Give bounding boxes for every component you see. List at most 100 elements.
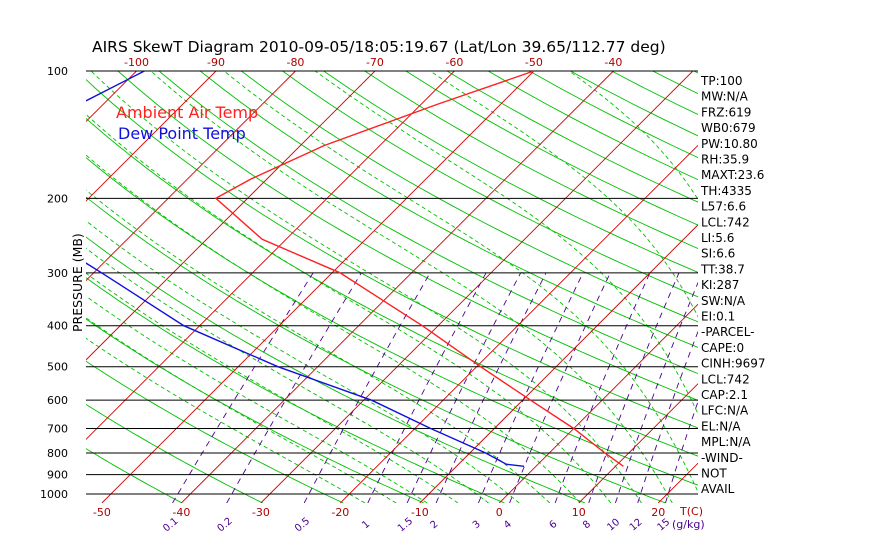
moist-adiabat-line [86,154,581,503]
dry-adiabat-line [323,71,698,273]
mixing-ratio-line [172,272,314,503]
pressure-tick-label: 200 [47,192,68,205]
y-axis-label: PRESSURE (MB) [70,233,85,332]
x-axis-label: T(C) [679,505,703,518]
moist-adiabat-line [86,295,428,503]
stat-item: AVAIL [701,482,735,496]
stat-item: LCL:742 [701,215,750,229]
air-temp-line [214,71,624,467]
pressure-tick-label: 100 [47,65,68,78]
mixing-ratio-tick-label: 4 [502,519,514,532]
dry-adiabat-line [86,117,698,457]
stat-item: MW:N/A [701,90,749,104]
mixing-ratio-line [303,272,431,503]
isotherm-line [101,71,535,503]
stat-item: RH:35.9 [701,153,749,167]
pressure-tick-label: 900 [47,469,68,482]
moist-adiabat-line [86,317,397,503]
bottom-temp-tick-label: -40 [172,506,190,519]
pressure-tick-label: 1000 [40,488,68,501]
mixing-ratio-line [406,272,522,503]
top-temp-tick-label: -100 [124,56,149,69]
dry-adiabat-line [86,236,586,503]
mixing-ratio-tick-label: 2 [429,519,441,532]
stat-item: TP:100 [700,74,743,88]
moist-adiabat-line [90,71,642,503]
isotherm-line [498,303,698,503]
moist-adiabat-line [150,71,673,503]
stat-item: NOT [701,467,727,481]
stat-item: TH:4335 [700,184,752,198]
chart-title: AIRS SkewT Diagram 2010-09-05/18:05:19.6… [92,38,666,56]
isotherm-line [86,71,455,441]
dry-adiabat-line [86,196,666,503]
bottom-temp-tick-label: 20 [651,506,665,519]
dry-adiabat-line [158,71,698,375]
dry-adiabat-line [86,277,505,503]
moist-adiabat-line [86,247,489,503]
bottom-temp-tick-label: -20 [331,506,349,519]
pressure-tick-label: 500 [47,361,68,374]
mixing-ratio-line [509,272,611,503]
isotherm-line [181,71,614,503]
legend-air-temp: Ambient Air Temp [116,103,258,122]
mixing-ratio-line [588,272,680,503]
stat-item: CINH:9697 [701,357,766,371]
stat-item: -PARCEL- [701,325,755,339]
stat-item: CAP:2.1 [701,388,748,402]
dry-adiabat-line [241,71,698,323]
bottom-temp-tick-label: -50 [93,506,111,519]
top-temp-tick-label: -80 [286,56,304,69]
stat-item: CAPE:0 [701,341,744,355]
stat-item: LCL:742 [701,372,750,386]
dry-adiabat-line [199,71,698,348]
isotherm-line [578,383,698,503]
dry-adiabat-line [86,360,344,503]
profile-lines [86,71,624,467]
moist-adiabat-line [86,189,551,503]
stat-item: PW:10.80 [701,137,758,151]
stat-item: SW:N/A [701,294,746,308]
isotherm-line [419,224,698,503]
dry-adiabat-line [364,71,698,250]
pressure-tick-label: 600 [47,394,68,407]
mixing-ratio-line [637,330,698,503]
mixing-ratio-line [367,272,487,503]
top-temp-tick-label: -40 [604,56,622,69]
moist-adiabat-line [429,71,698,318]
bottom-temp-tick-label: 0 [496,506,503,519]
moist-adiabat-line [314,71,698,415]
dry-adiabat-line [86,318,424,503]
mixing-ratio-tick-label: 8 [581,519,593,532]
pressure-tick-label: 800 [47,447,68,460]
pressure-tick-labels: 100 200 300 400 500 600 700 800 900 1000 [40,65,68,501]
isobar-lines [86,70,698,495]
stat-item: EL:N/A [701,419,741,433]
moist-adiabat-line [86,220,520,503]
dry-adiabat-line [282,71,698,298]
top-temp-tick-label: -50 [525,56,543,69]
stat-item: SI:6.6 [701,247,735,261]
mixing-ratio-line [554,272,651,503]
mixing-ratio-tick-label: 1 [360,519,372,532]
moist-adiabat-line [223,71,698,493]
isotherm-line [86,71,217,202]
top-temp-tick-labels: -100 -90 -80 -70 -60 -50 -40 [124,56,622,69]
stat-item: -WIND- [701,451,743,465]
mixing-ratio-line [477,272,584,503]
stat-item: TT:38.7 [700,262,745,276]
isotherm-line [340,144,698,503]
top-temp-tick-label: -90 [207,56,225,69]
stat-item: L57:6.6 [701,200,746,214]
mixing-ratio-line [226,272,362,503]
stat-item: MAXT:23.6 [701,168,764,182]
pressure-tick-label: 300 [47,267,68,280]
stat-item: EI:0.1 [701,310,735,324]
legend-dew-point: Dew Point Temp [118,124,246,143]
pressure-tick-label: 400 [47,320,68,333]
stat-item: KI:287 [701,278,739,292]
background-grid-lines [86,71,698,503]
mixing-ratio-line [614,281,698,503]
mixing-ratio-tick-label: 3 [471,519,483,532]
